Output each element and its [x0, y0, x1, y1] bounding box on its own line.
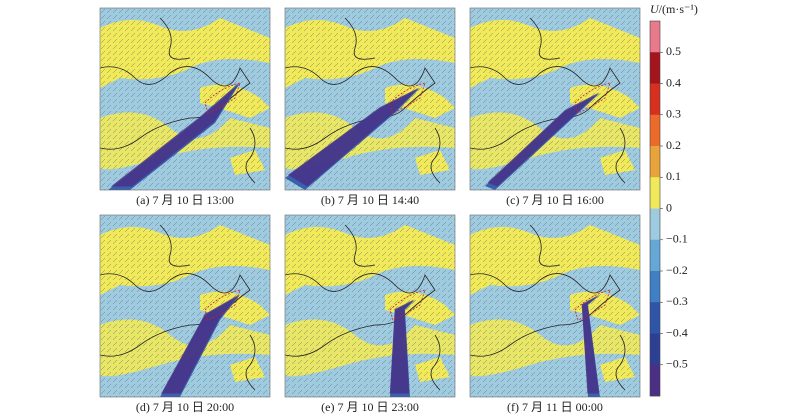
panel-caption: (c) 7 月 10 日 16:00	[506, 193, 604, 207]
panel-caption: (e) 7 月 10 日 23:00	[321, 400, 419, 414]
wind-core	[288, 87, 419, 187]
panel-frame	[284, 214, 456, 398]
colorbar-tick-label: 0.3	[666, 107, 681, 121]
panel-caption: (d) 7 月 10 日 20:00	[136, 400, 234, 414]
panel-frame	[99, 214, 271, 398]
base-map	[100, 8, 270, 190]
colorbar-tick-label: −0.2	[666, 263, 688, 277]
panel-frame	[469, 214, 641, 398]
bay-outline	[204, 289, 241, 321]
colorbar-tick-label: 0.2	[666, 138, 681, 152]
colorbar-tick-label: −0.4	[666, 325, 688, 339]
panel-caption: (b) 7 月 10 日 14:40	[321, 193, 419, 207]
base-map	[470, 215, 640, 397]
map-panel	[285, 8, 455, 190]
wind-core	[161, 294, 239, 394]
map-panel	[100, 8, 270, 190]
base-map	[470, 8, 640, 190]
colorbar-symbol: U	[650, 2, 660, 16]
colorbar-segment	[650, 208, 660, 241]
bay-outline	[574, 82, 611, 114]
panel-frame	[469, 7, 641, 191]
colorbar-segment	[650, 302, 660, 334]
colorbar-segment	[650, 364, 660, 397]
panel-caption: (a) 7 月 10 日 13:00	[136, 193, 234, 207]
map-panel	[470, 8, 640, 190]
colorbar-tick-label: 0.5	[666, 44, 681, 58]
colorbar-segment	[650, 146, 660, 178]
bay-outline	[389, 289, 426, 321]
wind-core	[487, 92, 600, 187]
colorbar-tick-label: −0.5	[666, 357, 688, 371]
colorbar-segment	[650, 177, 660, 209]
map-panel	[470, 215, 640, 397]
base-map	[285, 215, 455, 397]
colorbar-tick-label: −0.1	[666, 232, 688, 246]
colorbar-tick-label: 0	[666, 200, 672, 214]
wind-core	[389, 299, 415, 394]
colorbar-tick-label: −0.3	[666, 294, 688, 308]
wind-core	[581, 294, 600, 394]
map-panel	[100, 215, 270, 397]
colorbar-tick-label: 0.4	[666, 75, 681, 89]
bay-outline	[574, 289, 611, 321]
panel-caption: (f) 7 月 11 日 00:00	[507, 400, 603, 414]
colorbar-segment	[650, 239, 660, 272]
colorbar-tick-label: 0.1	[666, 169, 681, 183]
colorbar-segment	[650, 271, 660, 303]
bay-outline	[389, 82, 426, 114]
colorbar-segment	[650, 333, 660, 366]
bay-outline	[204, 82, 241, 114]
colorbar-title: U/(m·s⁻¹)	[650, 2, 698, 16]
colorbar-segment	[650, 114, 660, 147]
colorbar-segment	[650, 83, 660, 116]
colorbar-unit: /(m·s⁻¹)	[659, 2, 698, 16]
panel-frame	[99, 7, 271, 191]
colorbar-segment	[650, 52, 660, 84]
colorbar-segment	[650, 21, 660, 53]
panel-frame	[284, 7, 456, 191]
map-panel	[285, 215, 455, 397]
